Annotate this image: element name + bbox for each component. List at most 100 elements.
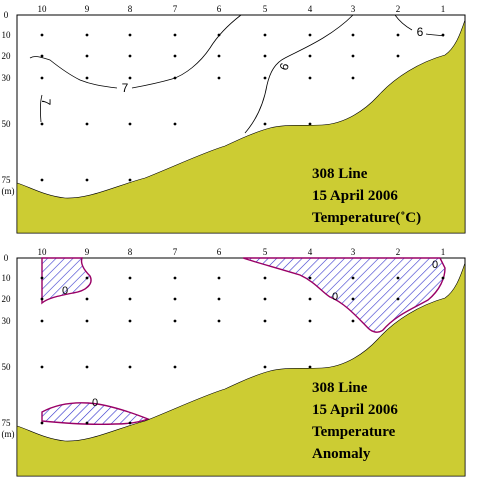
sample-point: [351, 76, 355, 80]
sample-point: [308, 319, 312, 323]
sample-point: [85, 365, 89, 369]
sample-point: [128, 178, 132, 182]
sample-point: [40, 178, 44, 182]
sample-point: [40, 76, 44, 80]
sample-point: [173, 319, 177, 323]
sample-point: [308, 365, 312, 369]
sample-point: [263, 319, 267, 323]
sample-point: [351, 297, 355, 301]
sample-point: [40, 33, 44, 37]
sample-point: [308, 76, 312, 80]
sample-point: [40, 297, 44, 301]
sample-point: [40, 319, 44, 323]
contour-line: [29, 14, 242, 89]
sample-point: [173, 365, 177, 369]
sample-point: [351, 319, 355, 323]
sample-point: [351, 54, 355, 58]
x-tick-label: 5: [263, 4, 268, 14]
sample-point: [40, 54, 44, 58]
anomaly-panel: [16, 257, 466, 477]
contour-label: 7: [39, 99, 53, 106]
sample-point: [128, 297, 132, 301]
sample-point: [173, 54, 177, 58]
y-unit-label: (m): [2, 186, 15, 196]
contour-label: 0: [92, 397, 98, 409]
sample-point: [217, 276, 221, 280]
x-tick-label: 2: [396, 4, 401, 14]
sample-point: [173, 76, 177, 80]
x-tick-label: 7: [173, 4, 178, 14]
sample-point: [308, 276, 312, 280]
chart-title: 15 April 2006: [312, 188, 398, 204]
sample-point: [40, 365, 44, 369]
sample-point: [173, 297, 177, 301]
sample-point: [263, 297, 267, 301]
seafloor: [16, 262, 466, 477]
x-tick-label: 10: [38, 4, 48, 14]
y-tick-label: 20: [2, 51, 12, 61]
contour-label: 6: [277, 61, 293, 72]
y-tick-label: 20: [2, 294, 12, 304]
x-tick-label: 6: [217, 4, 222, 14]
chart-title: 15 April 2006: [312, 402, 398, 418]
x-tick-label: 10: [38, 247, 48, 257]
sample-point: [351, 276, 355, 280]
sample-point: [308, 297, 312, 301]
x-tick-label: 4: [308, 4, 313, 14]
sample-point: [217, 319, 221, 323]
x-tick-label: 8: [128, 4, 133, 14]
sample-point: [40, 122, 44, 126]
sample-point: [217, 54, 221, 58]
sample-point: [128, 122, 132, 126]
sample-point: [396, 54, 400, 58]
negative-region: [41, 402, 150, 425]
chart-title: Anomaly: [312, 446, 371, 462]
chart-title: 308 Line: [312, 380, 368, 396]
sample-point: [263, 54, 267, 58]
x-tick-label: 8: [128, 247, 133, 257]
sample-point: [85, 33, 89, 37]
y-tick-label: 50: [2, 362, 12, 372]
contour-line: [39, 94, 43, 123]
sample-point: [263, 76, 267, 80]
x-tick-label: 1: [441, 4, 446, 14]
contour-label: 0: [62, 285, 68, 297]
contour-label: 0: [332, 291, 338, 303]
sample-point: [217, 33, 221, 37]
x-tick-label: 1: [441, 247, 446, 257]
y-tick-label: 30: [2, 316, 12, 326]
sample-point: [217, 297, 221, 301]
sample-point: [85, 122, 89, 126]
sample-point: [173, 276, 177, 280]
y-tick-label: 75: [2, 418, 12, 428]
sample-point: [441, 33, 445, 37]
sample-point: [173, 122, 177, 126]
y-tick-label: 10: [2, 30, 12, 40]
sample-point: [263, 122, 267, 126]
y-tick-label: 0: [4, 253, 9, 263]
sample-point: [308, 33, 312, 37]
sample-point: [128, 365, 132, 369]
sample-point: [396, 297, 400, 301]
x-tick-label: 5: [263, 247, 268, 257]
sample-point: [173, 33, 177, 37]
y-tick-label: 10: [2, 273, 12, 283]
sample-point: [441, 276, 445, 280]
sample-point: [128, 276, 132, 280]
contour-label: 7: [122, 81, 129, 95]
sample-point: [85, 54, 89, 58]
sample-point: [128, 54, 132, 58]
sample-point: [263, 33, 267, 37]
sample-point: [85, 178, 89, 182]
sample-point: [263, 276, 267, 280]
sample-point: [85, 76, 89, 80]
contour-label: 0: [432, 259, 438, 271]
sample-point: [396, 33, 400, 37]
x-tick-label: 7: [173, 247, 178, 257]
sample-point: [128, 76, 132, 80]
sample-point: [308, 54, 312, 58]
x-tick-label: 3: [351, 4, 356, 14]
contour-label: 6: [417, 25, 424, 39]
